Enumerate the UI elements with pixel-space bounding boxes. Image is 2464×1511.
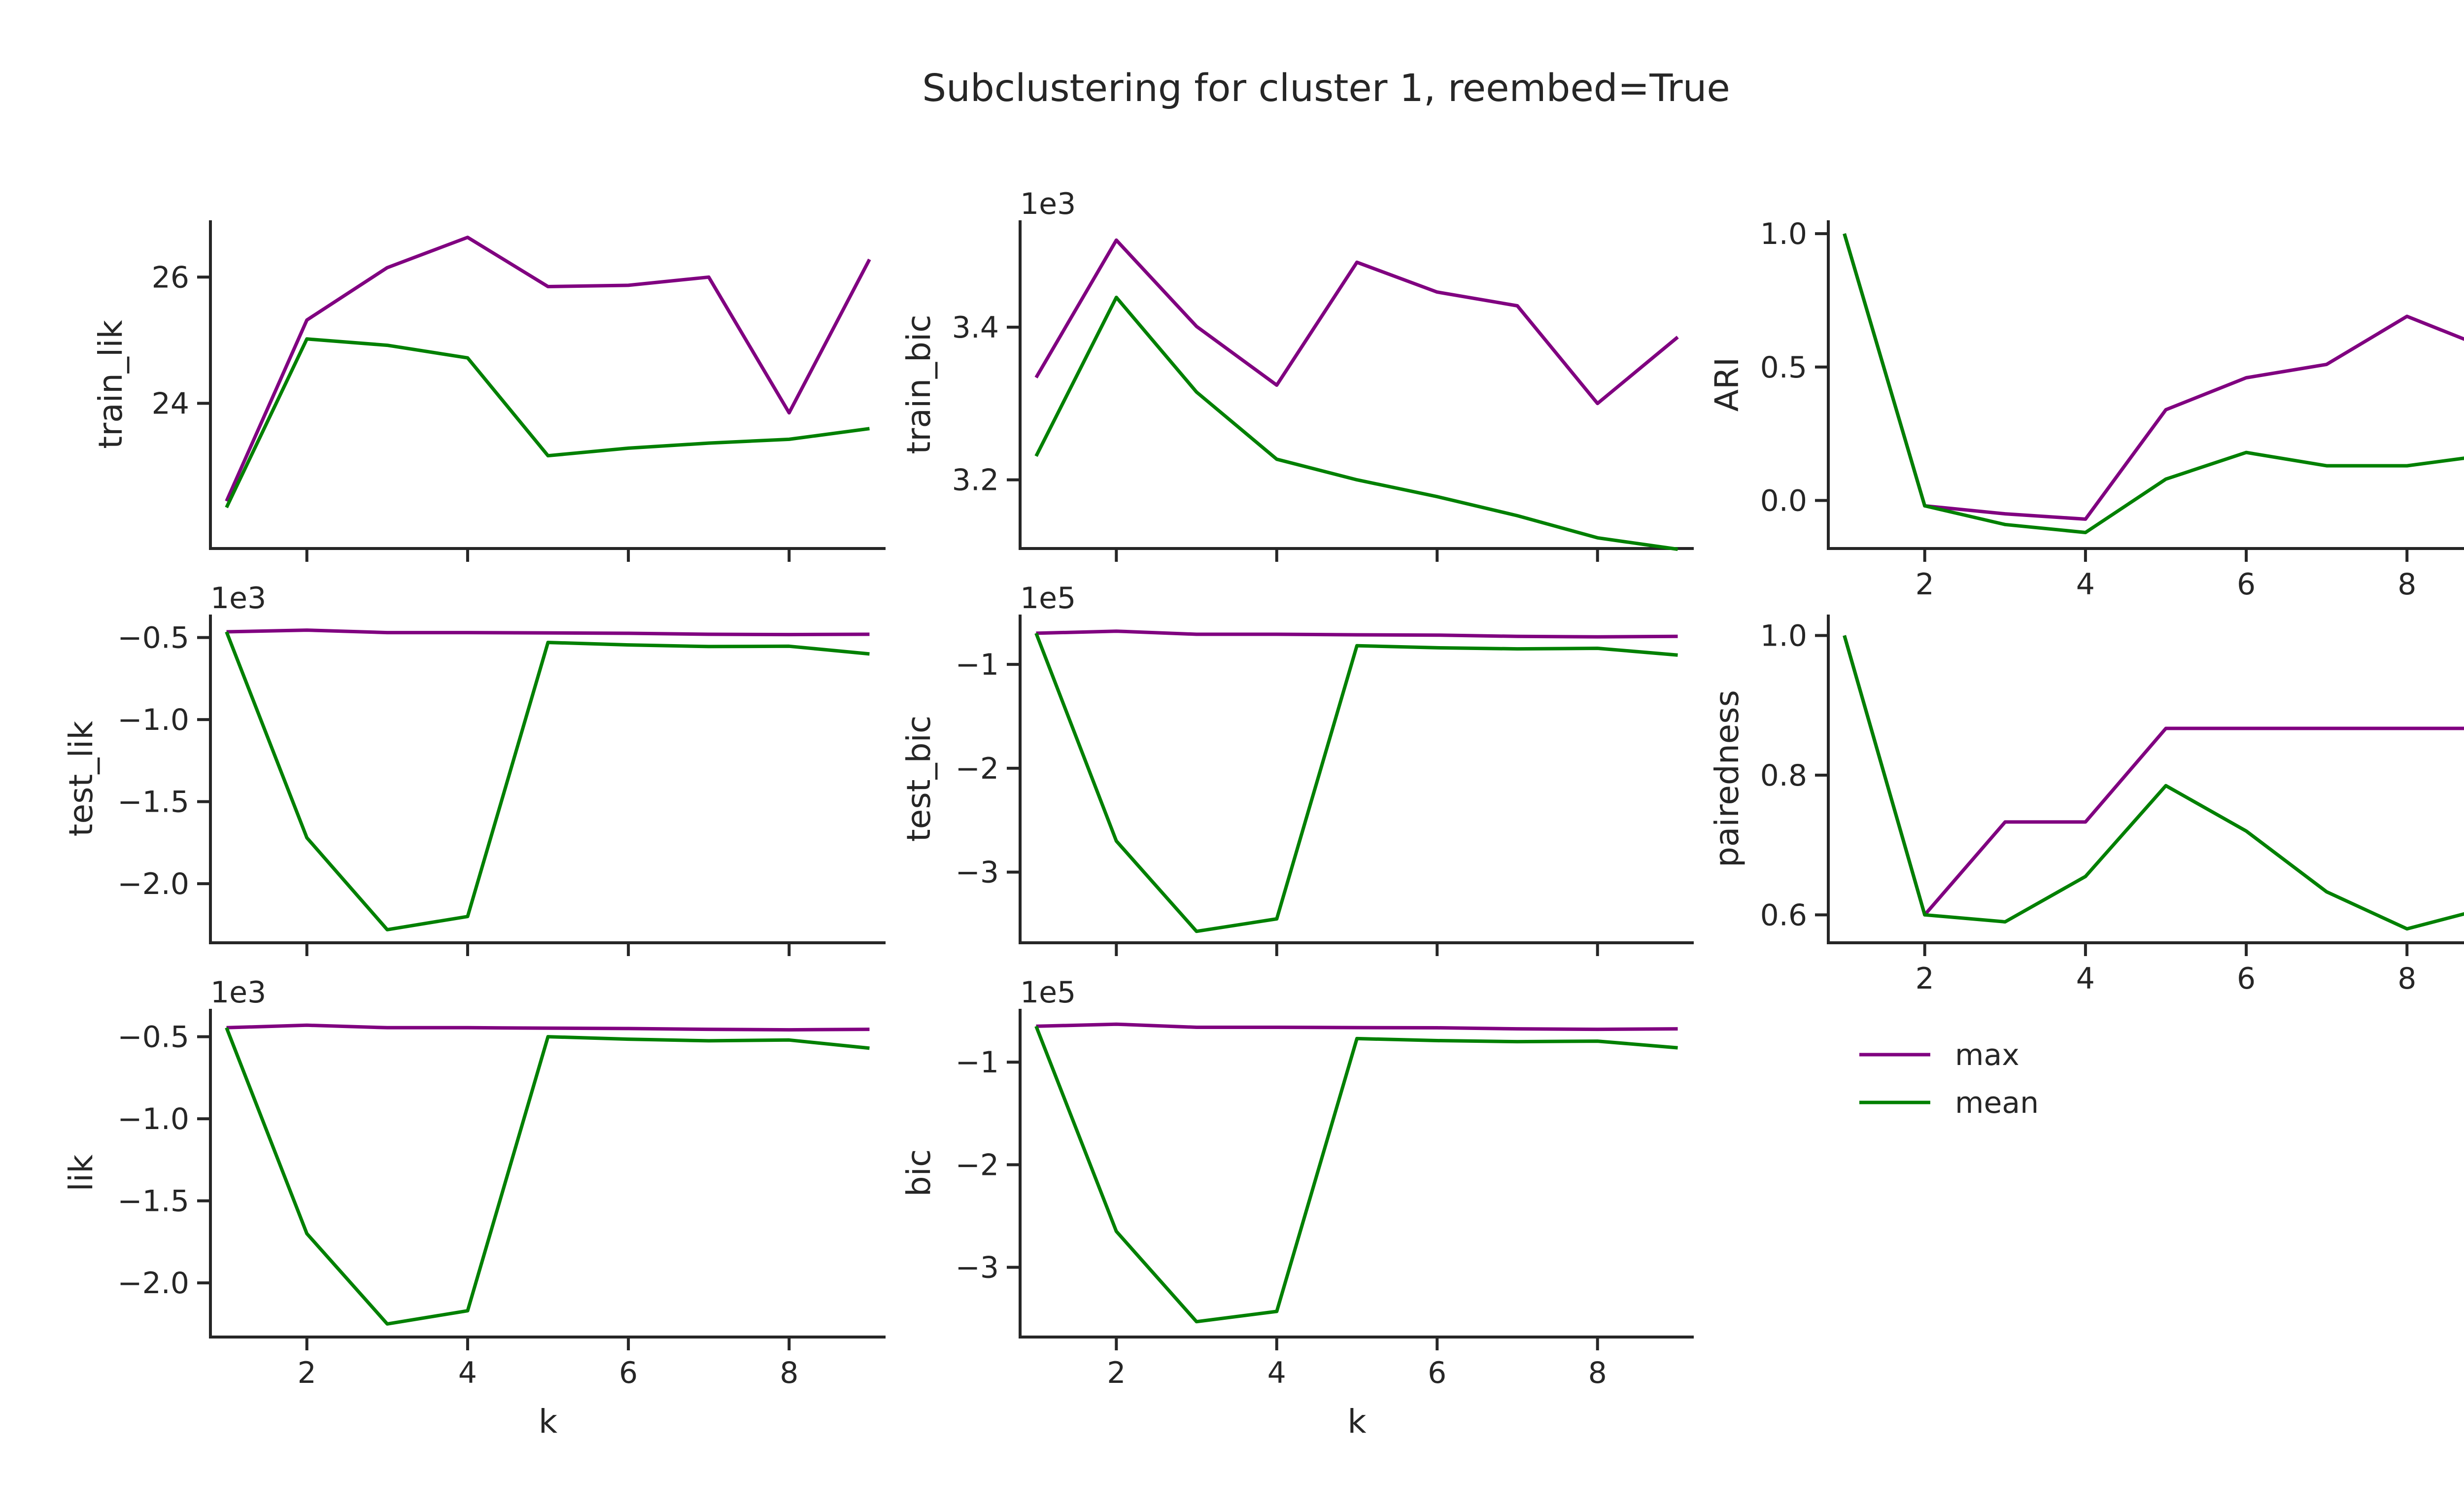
x-tick-label: 2 bbox=[1916, 567, 1934, 602]
figure-title: Subclustering for cluster 1, reembed=Tru… bbox=[922, 67, 1730, 110]
series-line-max bbox=[1843, 233, 2464, 521]
x-tick-label: 4 bbox=[2076, 567, 2095, 602]
x-tick-label: 6 bbox=[1428, 1356, 1446, 1390]
y-tick-label: 3.4 bbox=[952, 310, 999, 345]
y-tick-label: −0.5 bbox=[117, 1020, 189, 1055]
x-tick-label: 8 bbox=[2397, 962, 2416, 996]
y-tick-label: 0.5 bbox=[1760, 350, 1807, 385]
x-tick-label: 6 bbox=[619, 1356, 638, 1390]
y-tick-label: 1.0 bbox=[1760, 217, 1807, 251]
y-tick-label: −2.0 bbox=[117, 867, 189, 901]
series-line-mean bbox=[1034, 295, 1678, 551]
y-tick-label: 26 bbox=[152, 260, 189, 295]
y-axis-label: ARI bbox=[1708, 357, 1746, 412]
series-line-mean bbox=[225, 631, 870, 931]
series-line-max bbox=[225, 236, 871, 502]
legend-label-mean: mean bbox=[1955, 1086, 2039, 1120]
series-line-max bbox=[1036, 1022, 1678, 1031]
series-line-max bbox=[226, 1023, 870, 1032]
x-tick-label: 6 bbox=[2237, 567, 2256, 602]
y-tick-label: −1.0 bbox=[117, 1102, 189, 1136]
offset-text: 1e5 bbox=[1020, 975, 1076, 1010]
offset-text: 1e3 bbox=[1020, 187, 1076, 221]
y-axis-label: lik bbox=[62, 1154, 100, 1192]
y-axis-label: train_lik bbox=[92, 319, 130, 448]
offset-text: 1e3 bbox=[210, 975, 266, 1010]
legend: max mean bbox=[1859, 1038, 2039, 1120]
series-line-mean bbox=[225, 1027, 870, 1326]
y-axis-label: bic bbox=[900, 1149, 938, 1197]
y-tick-label: −1 bbox=[956, 1045, 999, 1080]
offset-text: 1e5 bbox=[1020, 581, 1076, 616]
panel-test_lik: −2.0 −1.5 −1.0 −0.5 1e3 test_lik bbox=[62, 581, 886, 956]
series-line-max bbox=[1843, 635, 2464, 917]
series-line-max bbox=[1036, 629, 1678, 639]
series-line-mean bbox=[1843, 635, 2464, 931]
y-tick-label: −2.0 bbox=[117, 1266, 189, 1301]
y-tick-label: 0.0 bbox=[1760, 484, 1807, 518]
y-tick-label: 0.8 bbox=[1760, 758, 1807, 793]
y-axis-label: test_bic bbox=[900, 716, 938, 842]
x-tick-label: 4 bbox=[458, 1356, 477, 1390]
series-line-max bbox=[1034, 238, 1679, 406]
x-tick-label: 8 bbox=[1588, 1356, 1607, 1390]
x-axis-label: k bbox=[539, 1403, 558, 1441]
y-tick-label: −2 bbox=[956, 752, 999, 786]
x-tick-label: 8 bbox=[780, 1356, 798, 1390]
y-tick-label: −2 bbox=[956, 1148, 999, 1182]
y-tick-label: 0.6 bbox=[1760, 898, 1807, 932]
x-tick-label: 4 bbox=[1267, 1356, 1286, 1390]
legend-label-max: max bbox=[1955, 1038, 2019, 1072]
x-tick-label: 2 bbox=[1107, 1356, 1126, 1390]
y-tick-label: −1.0 bbox=[117, 703, 189, 737]
series-line-mean bbox=[225, 337, 870, 509]
y-axis-label: train_bic bbox=[900, 314, 938, 454]
y-tick-label: −3 bbox=[956, 1250, 999, 1285]
series-line-max bbox=[226, 628, 870, 637]
panel-train_lik: 24 26 train_lik bbox=[92, 220, 886, 562]
y-tick-label: 24 bbox=[152, 386, 189, 421]
x-tick-label: 2 bbox=[1916, 962, 1934, 996]
series-line-mean bbox=[1034, 1026, 1678, 1324]
x-tick-label: 6 bbox=[2237, 962, 2256, 996]
x-tick-label: 8 bbox=[2397, 567, 2416, 602]
offset-text: 1e3 bbox=[210, 581, 266, 616]
y-axis-label: pairedness bbox=[1708, 690, 1746, 867]
y-tick-label: −1.5 bbox=[117, 1184, 189, 1219]
x-tick-label: 2 bbox=[298, 1356, 316, 1390]
y-tick-label: −1.5 bbox=[117, 785, 189, 820]
y-tick-label: −3 bbox=[956, 856, 999, 890]
series-line-mean bbox=[1843, 233, 2464, 534]
panel-test_bic: −3 −2 −1 1e5 test_bic bbox=[900, 581, 1694, 956]
panel-bic: 2 4 6 8 −3 −2 −1 1e5 bic k bbox=[900, 975, 1694, 1441]
panel-ari: 2 4 6 8 0.0 0.5 1.0 ARI bbox=[1708, 217, 2464, 602]
y-tick-label: 3.2 bbox=[952, 463, 999, 498]
panel-train_bic: 3.2 3.4 1e3 train_bic bbox=[900, 187, 1694, 562]
y-axis-label: test_lik bbox=[62, 721, 100, 836]
y-tick-label: −0.5 bbox=[117, 621, 189, 655]
y-tick-label: −1 bbox=[956, 648, 999, 682]
panel-lik: 2 4 6 8 −2.0 −1.5 −1.0 −0.5 1e3 lik k bbox=[62, 975, 886, 1441]
series-line-mean bbox=[1034, 632, 1678, 933]
x-tick-label: 4 bbox=[2076, 962, 2095, 996]
panel-pairedness: 2 4 6 8 0.6 0.8 1.0 pairedness bbox=[1708, 615, 2464, 996]
y-tick-label: 1.0 bbox=[1760, 619, 1807, 653]
x-axis-label: k bbox=[1347, 1403, 1367, 1441]
